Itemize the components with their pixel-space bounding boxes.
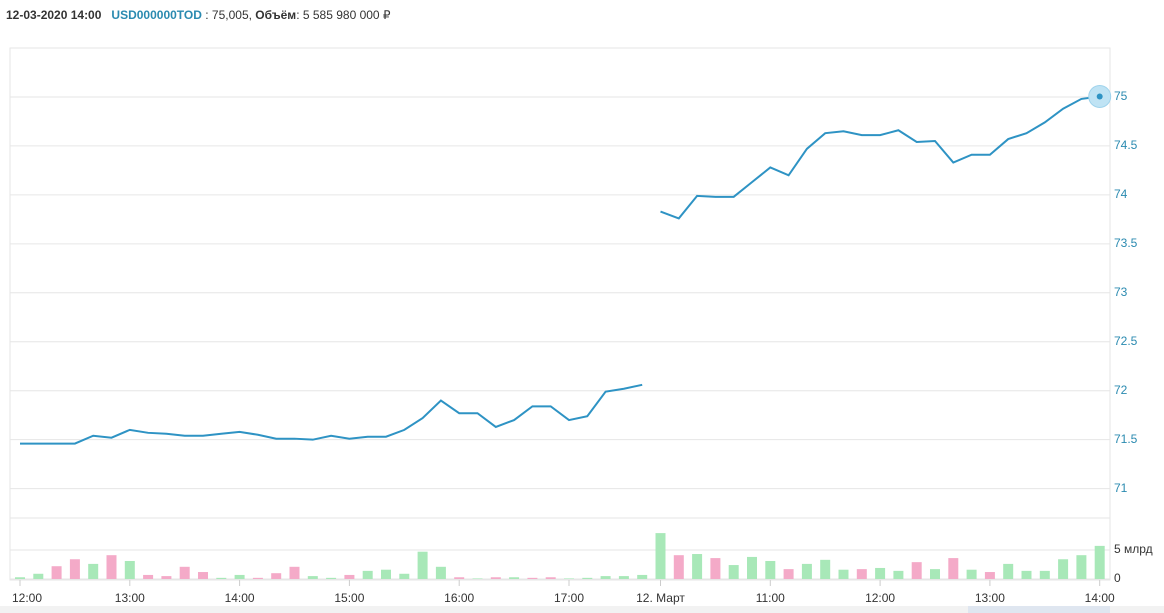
volume-bar (856, 569, 867, 579)
volume-bar (106, 555, 117, 579)
x-tick-label: 13:00 (115, 591, 145, 605)
volume-bar (747, 556, 757, 579)
volume-bar (893, 570, 904, 579)
volume-bar (1058, 559, 1069, 579)
volume-bar (289, 566, 300, 579)
x-tick-label: 14:00 (225, 591, 255, 605)
volume-bar (179, 566, 190, 579)
x-tick-label: 11:00 (756, 591, 785, 605)
volume-bar (326, 577, 337, 579)
y-tick-label: 5 млрд (1114, 542, 1153, 556)
volume-bar (801, 563, 812, 579)
volume-bar (1094, 545, 1105, 579)
volume-bar (948, 558, 959, 579)
volume-bar (1039, 570, 1050, 579)
volume-bar (710, 558, 721, 579)
volume-bar (673, 555, 684, 579)
volume-bar (838, 569, 849, 579)
y-tick-label: 72.5 (1114, 334, 1138, 348)
y-tick-label: 72 (1114, 383, 1128, 397)
ticker: USD000000TOD (111, 8, 202, 22)
volume-bar (161, 576, 172, 579)
volume-bar (637, 574, 648, 579)
price-line (660, 95, 1100, 220)
y-tick-label: 74 (1114, 187, 1128, 201)
volume-bar (692, 554, 703, 579)
volume-bar (765, 560, 776, 579)
volume-bar (143, 574, 154, 579)
x-tick-label: 14:00 (1085, 591, 1115, 605)
volume-bar (216, 577, 227, 579)
x-tick-label: 15:00 (334, 591, 364, 605)
volume-bar (600, 576, 611, 579)
volume-bar (381, 569, 391, 579)
price-panel (9, 47, 1111, 519)
volume-bar (51, 566, 62, 579)
volume-bar (1003, 563, 1014, 579)
volume-bar (399, 573, 410, 579)
volume-bar (252, 577, 263, 579)
y-tick-label: 74.5 (1114, 138, 1138, 152)
navigator (0, 606, 1164, 613)
price: : 75,005, (202, 8, 255, 22)
volume: : 5 585 980 000 ₽ (296, 8, 391, 22)
volume-bar (820, 559, 831, 579)
volume-bar (564, 578, 574, 579)
volume-bar (435, 566, 446, 579)
volume-bar (930, 569, 940, 579)
volume-bar (472, 578, 483, 579)
volume-bar (69, 559, 80, 579)
volume-bar (198, 572, 208, 579)
volume-bar (728, 565, 739, 579)
volume-bar (911, 562, 922, 579)
volume-label: Объём (255, 8, 296, 22)
volume-bar (783, 569, 794, 579)
y-tick-label: 71.5 (1114, 432, 1138, 446)
volume-bar (527, 577, 538, 579)
volume-bar (655, 533, 666, 579)
y-tick-label: 0 (1114, 571, 1121, 585)
volume-bar (966, 569, 977, 579)
header: 12-03-2020 14:00 USD000000TOD : 75,005, О… (6, 8, 391, 22)
y-tick-label: 75 (1114, 89, 1128, 103)
price-line (20, 383, 643, 445)
volume-panel (9, 517, 1111, 581)
volume-bar (582, 577, 593, 579)
datetime: 12-03-2020 14:00 (6, 8, 102, 22)
y-tick-label: 73 (1114, 285, 1128, 299)
navigator-range[interactable] (968, 606, 1110, 613)
x-tick-label: 12. Март (636, 591, 685, 605)
volume-bar (417, 551, 428, 579)
x-tick-label: 12:00 (12, 591, 42, 605)
x-tick-label: 17:00 (554, 591, 584, 605)
volume-bar (271, 573, 282, 579)
volume-bar (344, 574, 355, 579)
volume-bar (362, 570, 373, 579)
volume-bar (88, 563, 99, 579)
volume-bar (234, 574, 245, 579)
volume-bar (490, 577, 501, 579)
y-tick-label: 73.5 (1114, 236, 1138, 250)
x-tick-label: 12:00 (865, 591, 895, 605)
x-tick-label: 16:00 (444, 591, 474, 605)
volume-bar (33, 573, 44, 579)
volume-bar (1021, 570, 1032, 579)
volume-bar (618, 576, 629, 579)
volume-bar (875, 567, 886, 579)
volume-bar (124, 560, 135, 579)
volume-bar (454, 577, 465, 579)
y-tick-label: 71 (1114, 481, 1128, 495)
volume-bar (545, 577, 556, 579)
last-point (1096, 93, 1103, 100)
volume-bar (15, 577, 25, 579)
volume-bar (509, 577, 520, 579)
volume-bar (307, 576, 318, 579)
volume-bar (1076, 555, 1087, 579)
volume-bar (984, 572, 995, 579)
x-tick-label: 13:00 (975, 591, 1005, 605)
